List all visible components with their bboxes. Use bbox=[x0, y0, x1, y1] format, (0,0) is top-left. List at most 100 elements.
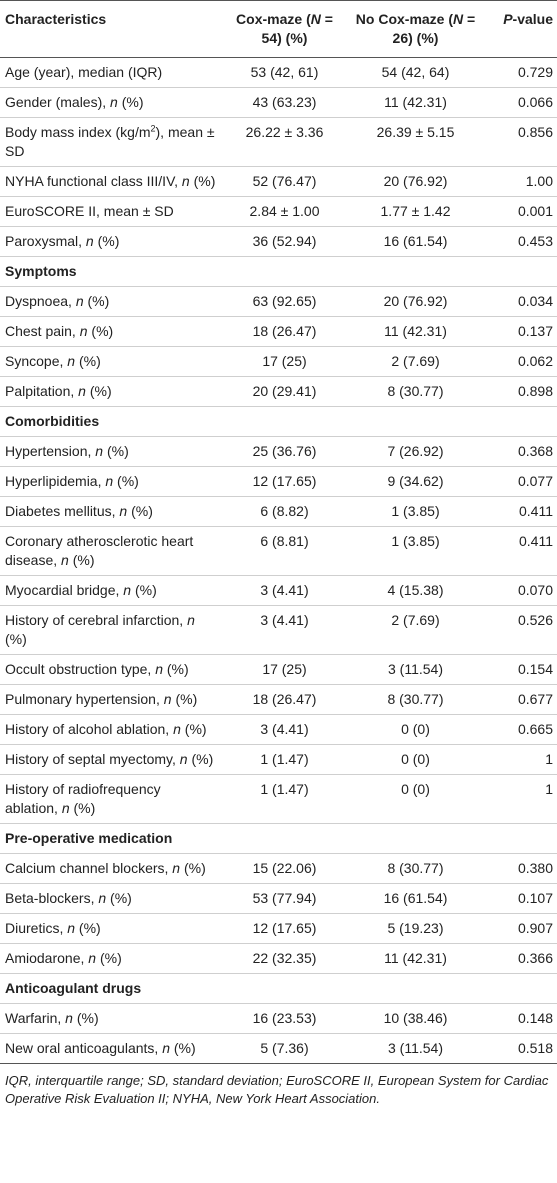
table-row: History of septal myectomy, n (%) 1 (1.47… bbox=[0, 745, 557, 775]
label-n-italic: n bbox=[123, 582, 132, 598]
p-value: 0.368 bbox=[517, 443, 553, 459]
no-cox-maze-value: 20 (76.92) bbox=[383, 293, 448, 309]
cox-maze-value: 3 (4.41) bbox=[260, 582, 309, 598]
p-value: 0.148 bbox=[517, 1010, 553, 1026]
p-value: 0.898 bbox=[517, 383, 553, 399]
p-value: 0.411 bbox=[519, 533, 553, 549]
table-row: Chest pain, n (%) 18 (26.47) 11 (42.31) 0.1… bbox=[0, 317, 557, 347]
label-text: Paroxysmal, bbox=[5, 233, 86, 249]
label-suffix: ), mean ± SD bbox=[5, 124, 215, 159]
table-row: Hypertension, n (%) 25 (36.76) 7 (26.92) 0.… bbox=[0, 437, 557, 467]
cox-maze-value: 36 (52.94) bbox=[252, 233, 317, 249]
cox-maze-value: 6 (8.82) bbox=[260, 503, 309, 519]
p-value: 0.453 bbox=[517, 233, 553, 249]
label-suffix: (%) bbox=[85, 383, 112, 399]
label-n-italic: n bbox=[75, 293, 84, 309]
label-suffix: (%) bbox=[96, 950, 122, 966]
label-n-italic: n bbox=[179, 751, 188, 767]
no-cox-maze-value: 2 (7.69) bbox=[391, 353, 440, 369]
label-suffix: (%) bbox=[72, 1010, 99, 1026]
label-suffix: (%) bbox=[68, 552, 95, 568]
label-text: Age (year), median (IQR) bbox=[5, 64, 163, 80]
row-label: Body mass index (kg/m2), mean ± SD bbox=[0, 118, 220, 167]
table-row: Beta-blockers, n (%) 53 (77.94) 16 (61.54)… bbox=[0, 884, 557, 914]
label-text: Amiodarone, bbox=[5, 950, 89, 966]
row-label: Pulmonary hypertension, n (%) bbox=[0, 685, 220, 715]
no-cox-maze-value: 0 (0) bbox=[401, 721, 430, 737]
row-label: Gender (males), n (%) bbox=[0, 88, 220, 118]
label-suffix: (%) bbox=[113, 473, 139, 489]
label-n-italic: n bbox=[65, 1010, 73, 1026]
section-heading: Symptoms bbox=[5, 263, 77, 279]
label-text: Beta-blockers, bbox=[5, 890, 99, 906]
label-n-italic: n bbox=[61, 800, 70, 816]
label-suffix: (%) bbox=[162, 661, 189, 677]
p-value: 0.907 bbox=[517, 920, 553, 936]
label-n-italic: n bbox=[85, 233, 94, 249]
label-suffix: (%) bbox=[170, 1040, 196, 1056]
section-row: Symptoms bbox=[0, 257, 557, 287]
no-cox-maze-value: 7 (26.92) bbox=[387, 443, 444, 459]
no-cox-maze-value: 20 (76.92) bbox=[383, 173, 448, 189]
header-row: Characteristics Cox-maze (N = 54) (%) No… bbox=[0, 0, 557, 58]
cox-maze-value: 1 (1.47) bbox=[260, 751, 309, 767]
label-text: Myocardial bridge, bbox=[5, 582, 124, 598]
label-text: Syncope, bbox=[5, 353, 68, 369]
label-suffix: (%) bbox=[117, 94, 144, 110]
label-suffix: (%) bbox=[93, 233, 120, 249]
label-suffix: (%) bbox=[187, 751, 214, 767]
row-label: Diabetes mellitus, n (%) bbox=[0, 497, 220, 527]
label-text: Calcium channel blockers, bbox=[5, 860, 173, 876]
row-label: History of radiofrequency ablation, n (%… bbox=[0, 775, 220, 824]
cox-maze-value: 3 (4.41) bbox=[260, 721, 309, 737]
no-cox-maze-value: 1 (3.85) bbox=[391, 533, 440, 549]
cox-maze-value: 43 (63.23) bbox=[252, 94, 317, 110]
p-value: 0.137 bbox=[517, 323, 553, 339]
p-value: 0.526 bbox=[517, 612, 553, 628]
cox-maze-value: 2.84 ± 1.00 bbox=[249, 203, 320, 219]
label-text: Pulmonary hypertension, bbox=[5, 691, 164, 707]
no-cox-maze-value: 5 (19.23) bbox=[387, 920, 444, 936]
row-label: Dyspnoea, n (%) bbox=[0, 287, 220, 317]
label-n-italic: n bbox=[105, 473, 114, 489]
row-label: Chest pain, n (%) bbox=[0, 317, 220, 347]
p-value: 0.665 bbox=[517, 721, 553, 737]
p-value: 0.107 bbox=[517, 890, 553, 906]
table-row: Gender (males), n (%) 43 (63.23) 11 (42.31… bbox=[0, 88, 557, 118]
p-value: 0.856 bbox=[517, 124, 553, 140]
cox-maze-value: 20 (29.41) bbox=[252, 383, 317, 399]
label-suffix: (%) bbox=[5, 631, 27, 647]
cox-maze-value: 16 (23.53) bbox=[252, 1010, 317, 1026]
table-row: Pulmonary hypertension, n (%) 18 (26.47) 8… bbox=[0, 685, 557, 715]
cox-maze-value: 15 (22.06) bbox=[252, 860, 317, 876]
p-value: 1 bbox=[545, 781, 553, 797]
table-row: Body mass index (kg/m2), mean ± SD 26.22 … bbox=[0, 118, 557, 167]
section-row: Pre-operative medication bbox=[0, 824, 557, 854]
p-value: 0.070 bbox=[517, 582, 553, 598]
label-suffix: (%) bbox=[171, 691, 198, 707]
label-suffix: (%) bbox=[87, 323, 114, 339]
table-row: Palpitation, n (%) 20 (29.41) 8 (30.77) 0.8… bbox=[0, 377, 557, 407]
p-value: 0.366 bbox=[517, 950, 553, 966]
no-cox-maze-value: 3 (11.54) bbox=[388, 1040, 443, 1056]
label-text: Hyperlipidemia, bbox=[5, 473, 106, 489]
row-label: Age (year), median (IQR) bbox=[0, 58, 220, 88]
row-label: Syncope, n (%) bbox=[0, 347, 220, 377]
label-text: Diabetes mellitus, bbox=[5, 503, 120, 519]
row-label: History of septal myectomy, n (%) bbox=[0, 745, 220, 775]
cox-maze-value: 63 (92.65) bbox=[252, 293, 317, 309]
table-row: History of alcohol ablation, n (%) 3 (4.4… bbox=[0, 715, 557, 745]
label-text: NYHA functional class III/IV, bbox=[5, 173, 182, 189]
table-row: Amiodarone, n (%) 22 (32.35) 11 (42.31) 0.3… bbox=[0, 944, 557, 974]
row-label: Palpitation, n (%) bbox=[0, 377, 220, 407]
label-n-italic: n bbox=[187, 612, 195, 628]
p-value: 1 bbox=[545, 751, 553, 767]
no-cox-maze-value: 9 (34.62) bbox=[387, 473, 444, 489]
no-cox-maze-value: 4 (15.38) bbox=[387, 582, 444, 598]
table-container: Characteristics Cox-maze (N = 54) (%) No… bbox=[0, 0, 557, 1106]
row-label: EuroSCORE II, mean ± SD bbox=[0, 197, 220, 227]
label-n-italic: n bbox=[172, 860, 181, 876]
no-cox-maze-value: 2 (7.69) bbox=[391, 612, 440, 628]
label-n-italic: n bbox=[181, 173, 190, 189]
label-n-italic: n bbox=[173, 721, 181, 737]
